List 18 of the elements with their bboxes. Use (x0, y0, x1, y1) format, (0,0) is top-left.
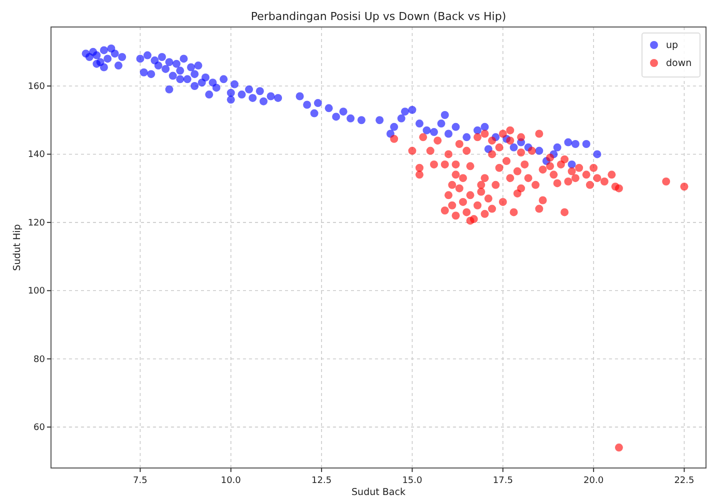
x-axis-title: Sudut Back (352, 487, 406, 497)
legend-label: up (666, 40, 678, 51)
x-tick-label: 7.5 (133, 476, 148, 486)
y-tick-label: 80 (34, 354, 46, 365)
y-tick-label: 160 (28, 82, 46, 92)
y-tick-label: 120 (28, 218, 46, 228)
x-tick-label: 20.0 (584, 476, 604, 486)
x-tick-label: 10.0 (220, 476, 242, 486)
y-tick-label: 100 (28, 286, 46, 297)
chart-title: Perbandingan Posisi Up vs Down (Back vs Hip) (250, 10, 506, 23)
x-tick-label: 12.5 (312, 476, 332, 486)
x-tick-label: 22.5 (674, 476, 694, 486)
x-tick-label: 15.0 (402, 476, 423, 486)
x-tick-label: 17.5 (492, 476, 513, 486)
y-tick-label: 140 (28, 150, 46, 160)
y-axis-title: Sudut Hip (12, 224, 23, 271)
y-tick-label: 60 (34, 423, 46, 434)
legend-label: down (666, 58, 692, 69)
